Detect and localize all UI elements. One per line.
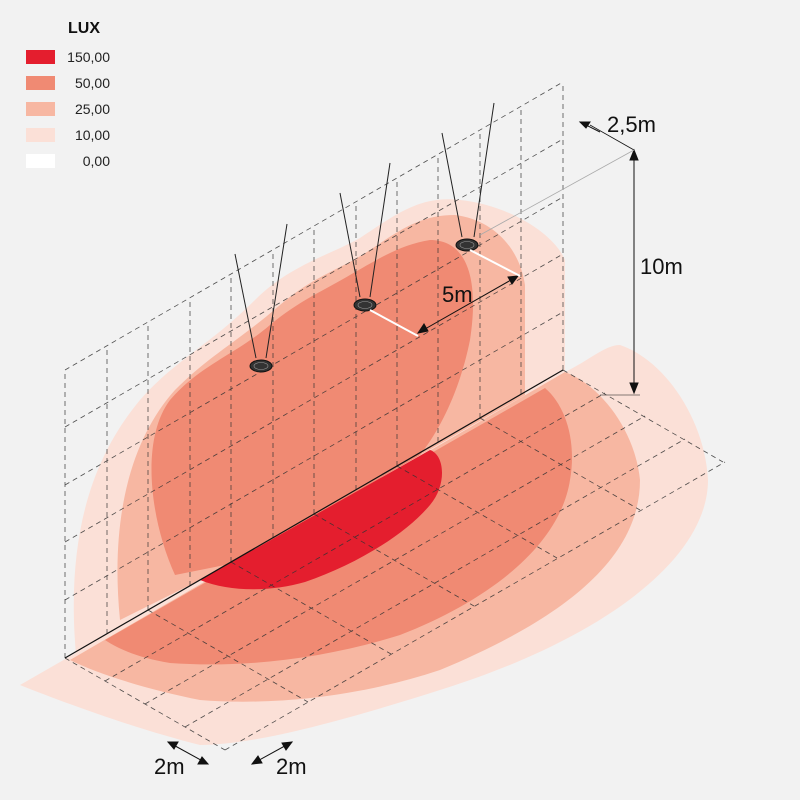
floor-zone-150 (200, 450, 443, 590)
measurement-grid (64, 81, 726, 751)
legend-value: 25,00 (74, 101, 110, 117)
legend-item-25: 25,00 (26, 101, 126, 118)
legend-swatch (26, 128, 55, 142)
wall-zone-50 (151, 240, 474, 575)
wall-illuminance-zones (73, 199, 565, 655)
legend-value: 10,00 (74, 127, 110, 143)
legend-item-10: 10,00 (26, 127, 126, 144)
luminaire-1 (234, 223, 288, 373)
wall-base-line (64, 369, 564, 659)
legend-value: 150,00 (67, 49, 110, 65)
legend-swatch (26, 154, 55, 168)
legend-item-0: 0,00 (26, 153, 126, 170)
legend-swatch (26, 102, 55, 116)
floodlight-icon (455, 238, 479, 252)
legend-value: 50,00 (74, 75, 110, 91)
floodlight-icon (353, 298, 377, 312)
dimension-label-spacing: 5m (442, 282, 473, 307)
legend-title: LUX (68, 20, 100, 37)
legend-swatch (26, 76, 55, 90)
dimension-label-offset: 2,5m (607, 112, 656, 137)
luminaire-3 (441, 102, 495, 252)
dimension-label-height: 10m (640, 254, 683, 279)
dimension-label-grid-left: 2m (154, 754, 185, 779)
luminaire-2 (339, 162, 391, 312)
dimension-lines (166, 121, 640, 765)
legend-swatch (26, 50, 55, 64)
legend-item-150: 150,00 (26, 49, 126, 66)
floodlight-icon (249, 359, 273, 373)
legend-item-50: 50,00 (26, 75, 126, 92)
dimension-label-grid-right: 2m (276, 754, 307, 779)
legend-value: 0,00 (82, 153, 110, 169)
